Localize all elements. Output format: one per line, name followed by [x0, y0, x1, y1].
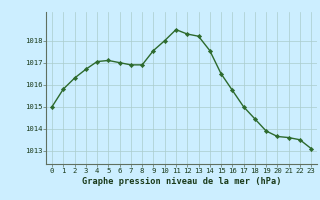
X-axis label: Graphe pression niveau de la mer (hPa): Graphe pression niveau de la mer (hPa)	[82, 177, 281, 186]
